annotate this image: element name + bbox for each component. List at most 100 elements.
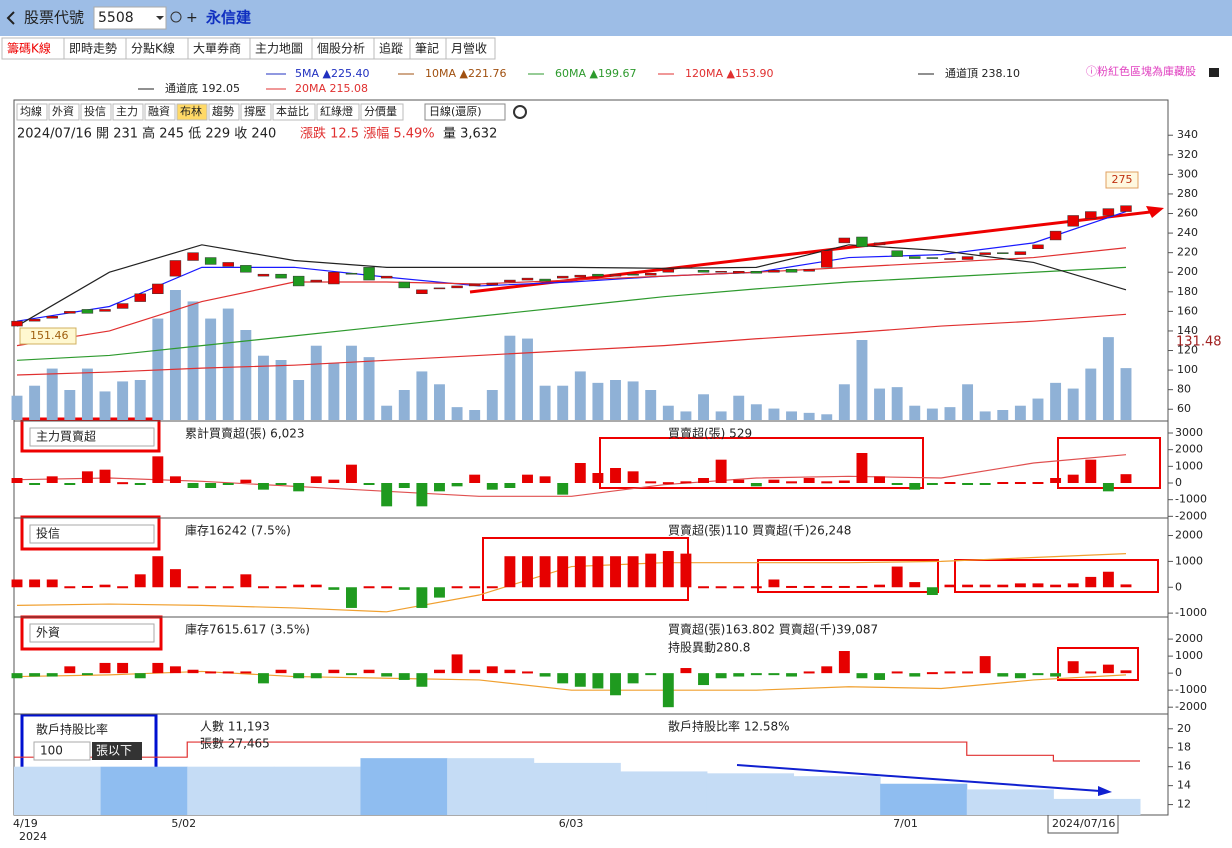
panel-legend: 張數 27,465 xyxy=(200,737,270,751)
flow-bar xyxy=(997,673,1009,677)
volume-bar xyxy=(698,394,709,420)
flow-bar xyxy=(821,666,833,674)
holder-area xyxy=(533,762,621,815)
tool-button[interactable] xyxy=(360,103,404,121)
candle xyxy=(328,271,340,285)
tool-button[interactable] xyxy=(112,103,144,121)
flow-bar xyxy=(134,574,146,588)
flow-bar xyxy=(838,651,850,674)
tool-button[interactable] xyxy=(316,103,360,121)
flow-bar xyxy=(363,483,375,485)
flow-bar xyxy=(891,483,903,485)
flow-bar xyxy=(29,673,41,677)
ma-line xyxy=(16,210,1127,322)
panel-select[interactable] xyxy=(29,427,155,447)
y-tick-label: 1000 xyxy=(1175,459,1203,472)
holder-area xyxy=(1053,798,1141,815)
y-tick-label: 0 xyxy=(1175,580,1182,593)
tool-button[interactable] xyxy=(48,103,80,121)
code-input[interactable] xyxy=(93,6,167,30)
flow-bar xyxy=(434,483,445,492)
flow-bar xyxy=(909,582,921,588)
candle xyxy=(46,316,58,319)
x-tick-label: 6/03 xyxy=(559,817,584,830)
panel-line xyxy=(16,670,1127,691)
volume-bar xyxy=(1050,382,1062,420)
legend-ma10: 10MA ▲221.76 xyxy=(425,67,506,80)
tool-label: 本益比 xyxy=(276,104,309,118)
y-tick-label: 18 xyxy=(1177,741,1191,754)
y-tick-label: 60 xyxy=(1177,402,1191,415)
period-select[interactable] xyxy=(424,103,506,121)
panel-select[interactable] xyxy=(29,623,155,643)
flow-bar xyxy=(539,556,551,588)
tab-label: 筆記 xyxy=(415,41,439,56)
tool-button[interactable] xyxy=(240,103,272,121)
ma-line xyxy=(16,266,1127,361)
volume-bar xyxy=(310,345,322,420)
tab-label: 分點K線 xyxy=(131,41,175,56)
flow-bar xyxy=(874,476,886,483)
flow-bar xyxy=(962,584,974,588)
tool-button[interactable] xyxy=(208,103,240,121)
flow-bar xyxy=(1014,583,1026,588)
lot-select[interactable] xyxy=(33,741,91,761)
tool-button[interactable] xyxy=(80,103,112,121)
flow-bar xyxy=(64,483,76,485)
settings-icon[interactable] xyxy=(513,105,527,119)
flow-bar xyxy=(539,476,551,483)
trend-arrow xyxy=(736,764,1101,792)
flow-bar xyxy=(680,668,692,674)
flow-bar xyxy=(610,556,621,588)
flow-bar xyxy=(627,556,639,588)
tool-label: 主力 xyxy=(116,105,138,118)
flow-bar xyxy=(81,673,93,676)
flow-bar xyxy=(979,584,991,588)
tool-label: 外資 xyxy=(52,105,74,118)
flow-bar xyxy=(64,586,76,589)
flow-bar xyxy=(733,673,745,677)
holder-area xyxy=(706,773,795,815)
flow-bar xyxy=(786,673,797,677)
candle xyxy=(627,273,639,276)
tool-button[interactable] xyxy=(176,103,208,121)
holder-area xyxy=(447,758,535,815)
flow-bar xyxy=(627,471,639,483)
flow-bar xyxy=(997,584,1009,588)
y-tick-label: 180 xyxy=(1177,285,1198,298)
tool-button[interactable] xyxy=(144,103,176,121)
tool-button[interactable] xyxy=(272,103,316,121)
y-tick-label: 1000 xyxy=(1175,649,1203,662)
flow-bar xyxy=(1014,482,1026,484)
volume-bar xyxy=(81,368,93,420)
candle xyxy=(856,236,868,248)
flow-bar xyxy=(786,481,797,484)
flow-bar xyxy=(434,669,445,674)
y-tick-label: 200 xyxy=(1177,265,1198,278)
flow-bar xyxy=(134,673,146,679)
search-icon[interactable] xyxy=(170,11,182,23)
volume-bar xyxy=(821,414,833,420)
volume-bar xyxy=(451,407,463,420)
add-icon[interactable]: + xyxy=(186,10,198,26)
y-tick-label: 14 xyxy=(1177,779,1191,792)
flow-bar xyxy=(169,666,181,674)
flow-bar xyxy=(416,483,428,507)
tool-label: 分價量 xyxy=(364,104,397,118)
lock-icon[interactable] xyxy=(1209,68,1219,77)
flow-bar xyxy=(944,584,956,588)
candle xyxy=(961,256,974,260)
panel-select[interactable] xyxy=(29,524,155,544)
volume-bar xyxy=(381,405,393,420)
tool-button[interactable] xyxy=(16,103,48,121)
candle xyxy=(99,309,111,312)
candle xyxy=(28,318,41,322)
back-icon[interactable] xyxy=(6,11,15,25)
top-bar xyxy=(0,0,1232,36)
flow-bar xyxy=(1050,584,1062,588)
flow-bar xyxy=(962,483,974,485)
candle xyxy=(1014,251,1027,255)
flow-bar xyxy=(1120,474,1132,483)
flow-bar xyxy=(1120,584,1132,588)
tab[interactable] xyxy=(445,37,496,60)
